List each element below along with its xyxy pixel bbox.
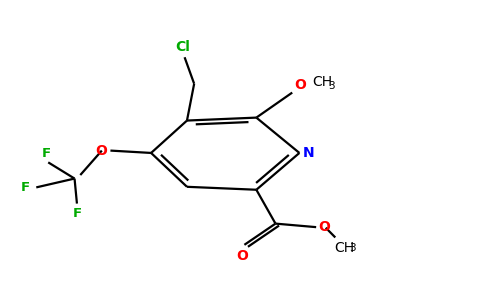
Text: 3: 3 xyxy=(329,81,335,91)
Text: CH: CH xyxy=(312,75,333,89)
Text: CH: CH xyxy=(334,241,354,255)
Text: F: F xyxy=(42,147,51,160)
Text: 3: 3 xyxy=(349,243,356,253)
Text: O: O xyxy=(236,249,248,263)
Text: O: O xyxy=(96,144,107,158)
Text: O: O xyxy=(318,220,330,234)
Text: O: O xyxy=(294,78,306,92)
Text: N: N xyxy=(303,146,315,160)
Text: Cl: Cl xyxy=(175,40,190,54)
Text: F: F xyxy=(20,181,30,194)
Text: F: F xyxy=(73,207,81,220)
